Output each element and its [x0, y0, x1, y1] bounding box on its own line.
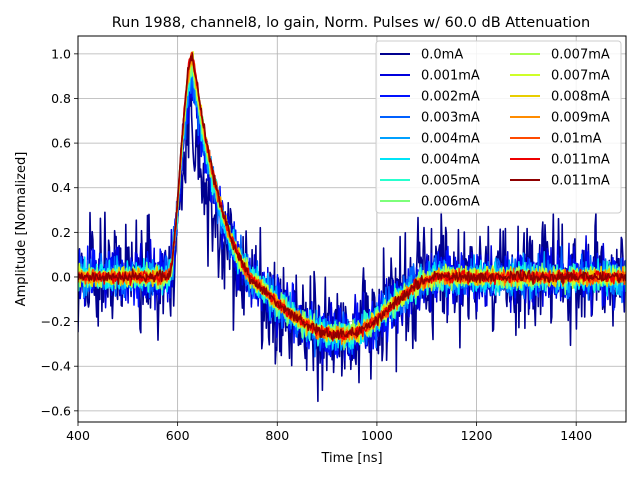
legend-label: 0.004mA [421, 153, 480, 168]
legend-label: 0.011mA [551, 153, 610, 168]
legend-label: 0.004mA [421, 132, 480, 147]
legend: 0.0mA 0.001mA 0.002mA 0.003mA 0.004mA 0.004mA… [375, 40, 622, 214]
y-axis-label: Amplitude [Normalized] [14, 152, 29, 307]
legend-label: 0.01mA [551, 132, 602, 147]
axis-ticks: 400 600 800 1000 1200 1400 −0.6 −0.4 −0.2 0.0 0.2 0… [41, 46, 592, 443]
y-tick-label: 0.2 [51, 225, 71, 240]
x-tick-label: 800 [265, 428, 289, 443]
legend-label: 0.007mA [551, 69, 610, 84]
y-tick-label: 0.0 [51, 269, 71, 284]
y-tick-label: 1.0 [51, 46, 71, 61]
y-tick-label: 0.8 [51, 91, 71, 106]
x-tick-label: 1200 [461, 428, 493, 443]
legend-label: 0.001mA [421, 69, 480, 84]
y-tick-label: −0.2 [41, 314, 71, 329]
legend-label: 0.002mA [421, 90, 480, 105]
x-axis-label: Time [ns] [320, 451, 382, 466]
plot-frame [77, 35, 627, 423]
legend-label: 0.003mA [421, 111, 480, 126]
legend-label: 0.006mA [421, 195, 480, 210]
y-tick-label: −0.6 [41, 403, 71, 418]
x-tick-label: 600 [166, 428, 190, 443]
y-tick-label: 0.6 [51, 136, 71, 151]
legend-label: 0.008mA [551, 90, 610, 105]
series-line [78, 52, 626, 341]
x-tick-label: 1400 [560, 428, 592, 443]
legend-label: 0.005mA [421, 174, 480, 189]
y-tick-label: −0.4 [41, 359, 71, 374]
legend-label: 0.0mA [421, 48, 463, 63]
y-tick-label: 0.4 [51, 180, 71, 195]
legend-box [375, 40, 622, 214]
legend-label: 0.007mA [551, 48, 610, 63]
series-lines [78, 50, 626, 403]
legend-label: 0.009mA [551, 111, 610, 126]
x-tick-label: 400 [66, 428, 90, 443]
chart-title: Run 1988, channel8, lo gain, Norm. Pulse… [112, 15, 591, 31]
legend-label: 0.011mA [551, 174, 610, 189]
x-tick-label: 1000 [361, 428, 393, 443]
